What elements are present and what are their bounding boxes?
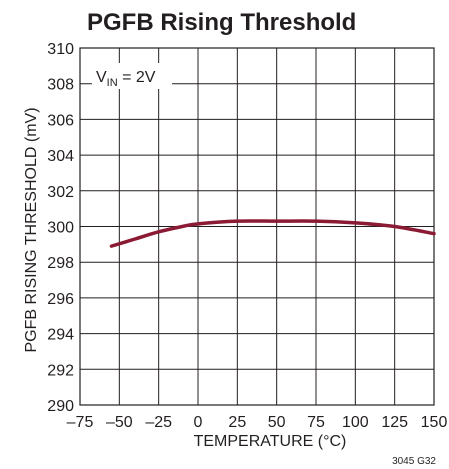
y-tick-label: 306 [47,112,74,129]
annotation-background [92,63,172,89]
y-tick-label: 308 [47,77,74,94]
x-axis-label: TEMPERATURE (°C) [194,433,347,450]
x-tick-label: 75 [307,414,325,431]
y-tick-label: 298 [47,255,74,272]
x-tick-label: –50 [106,414,133,431]
x-axis-ticks: –75 –50 –25 0 25 50 75 100 125 150 [67,414,448,431]
x-tick-label: 25 [228,414,246,431]
x-tick-label: –25 [145,414,172,431]
y-tick-label: 296 [47,291,74,308]
plot-frame [79,47,435,406]
y-tick-label: 304 [47,148,74,165]
series-line [109,219,436,248]
x-tick-label: 125 [381,414,408,431]
x-tick-label: 50 [268,414,286,431]
vin-annotation: VIN = 2V [96,69,156,89]
x-tick-label: 0 [194,414,203,431]
x-tick-label: 100 [342,414,369,431]
y-tick-label: 294 [47,327,74,344]
y-axis-ticks: 290 292 294 296 298 300 302 304 306 308 310 [47,41,74,415]
y-tick-label: 310 [47,41,74,58]
x-tick-label: –75 [67,414,94,431]
y-axis-label: PGFB RISING THRESHOLD (mV) [23,107,40,352]
chart-title: PGFB Rising Threshold [87,9,356,36]
x-tick-label: 150 [421,414,448,431]
y-tick-label: 290 [47,398,74,415]
y-tick-label: 300 [47,220,74,237]
series-layer [109,219,436,248]
figure-id: 3045 G32 [392,456,436,467]
y-tick-label: 302 [47,184,74,201]
y-tick-label: 292 [47,362,74,379]
